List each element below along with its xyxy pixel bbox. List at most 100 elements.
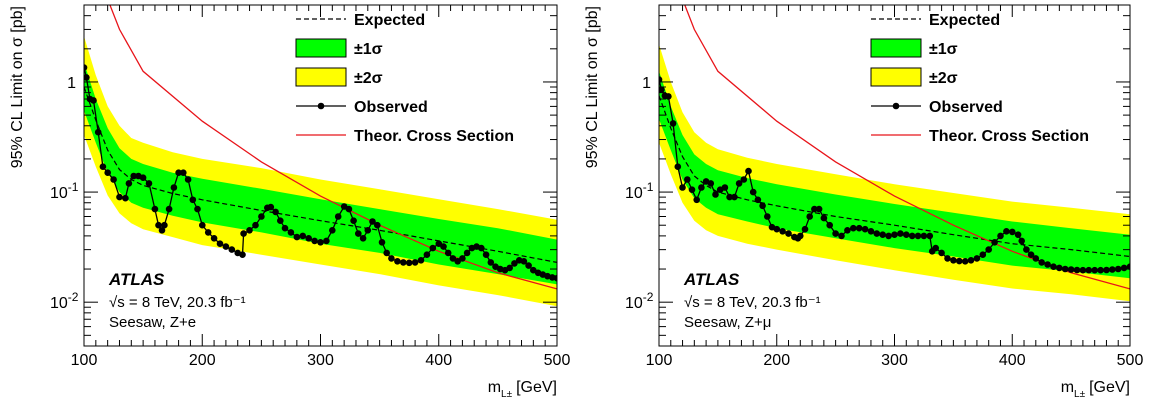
observed-point (867, 228, 875, 235)
observed-point (110, 176, 117, 183)
observed-point (908, 232, 916, 240)
observed-point (707, 180, 715, 187)
observed-point (740, 176, 748, 183)
observed-point (1023, 246, 1030, 253)
observed-point (417, 257, 425, 264)
observed-point (850, 224, 857, 232)
observed-point (252, 221, 259, 229)
x-axis-label: mL± [GeV] (488, 379, 557, 400)
observed-point (985, 246, 992, 253)
observed-point (170, 184, 178, 191)
observed-point (84, 74, 90, 81)
observed-point (844, 227, 851, 234)
observed-point (1126, 263, 1130, 270)
x-tick-label: 200 (189, 352, 216, 369)
atlas-label: ATLAS (108, 270, 165, 289)
observed-point (459, 255, 466, 262)
observed-point (189, 196, 197, 204)
energy-lumi-label: √s = 8 TeV, 20.3 fb⁻¹ (109, 294, 246, 311)
observed-point (158, 227, 166, 234)
x-axis-label: mL± [GeV] (1061, 379, 1130, 400)
observed-point (287, 229, 295, 236)
chart-panel-right: 100 200 300 400 500 10-2 10-1 1 95% CL Limit on … (584, 4, 1143, 400)
y-tick-label: 1 (642, 75, 651, 92)
observed-point (979, 251, 987, 258)
x-tick-label: 400 (425, 352, 452, 369)
observed-point (311, 237, 318, 245)
observed-point (222, 243, 230, 250)
observed-point (726, 193, 733, 201)
observed-point (305, 235, 313, 242)
observed-point (423, 251, 431, 258)
plot-area (84, 5, 557, 307)
legend: Expected ±1σ ±2σ Observed Theor. Cross Secti… (870, 12, 1089, 145)
observed-point (1038, 259, 1045, 266)
observed-point (785, 230, 792, 237)
x-tick-label: 400 (999, 352, 1026, 369)
observed-point (1009, 228, 1016, 236)
observed-point (116, 193, 123, 201)
observed-point (293, 233, 301, 241)
observed-point (378, 239, 386, 246)
legend-swatch (295, 38, 347, 58)
observed-point (944, 255, 951, 262)
observed-point (797, 232, 804, 240)
observed-point (973, 255, 981, 262)
legend-entry: Theor. Cross Section (871, 128, 1089, 145)
observed-point (754, 196, 762, 204)
observed-point (659, 86, 665, 93)
band-1sigma (659, 71, 1130, 279)
observed-point (405, 259, 413, 267)
observed-point (145, 180, 153, 187)
observed-point (444, 249, 452, 257)
observed-point (914, 232, 922, 240)
theory-line (109, 5, 557, 290)
legend-swatch (870, 38, 922, 58)
observed-point (440, 243, 447, 250)
observed-point (161, 221, 168, 229)
observed-point (84, 64, 88, 71)
chart-panel-left: 100 200 300 400 500 10-2 10-1 1 95% CL Limit on … (9, 4, 570, 400)
legend-label: Theor. Cross Section (929, 128, 1089, 145)
observed-point (463, 249, 471, 257)
observed-point (317, 239, 324, 246)
observed-point (1079, 266, 1087, 274)
observed-point (122, 194, 129, 202)
observed-point (394, 258, 401, 265)
observed-point (345, 205, 353, 213)
y-axis-label: 95% CL Limit on σ [pb] (584, 6, 601, 168)
observed-point (956, 257, 963, 265)
observed-point (359, 235, 367, 242)
observed-point (688, 186, 696, 193)
observed-point (400, 259, 407, 266)
observed-point (712, 191, 719, 198)
observed-point (731, 193, 738, 201)
observed-point (1027, 251, 1035, 258)
observed-point (1109, 266, 1116, 273)
observed-point (506, 264, 513, 272)
observed-point (216, 240, 224, 247)
observed-point (759, 202, 766, 210)
legend-label: ±1σ (929, 41, 958, 58)
observed-point (1103, 266, 1110, 274)
legend-label: Theor. Cross Section (354, 128, 514, 145)
y-tick-label: 10-1 (625, 180, 654, 202)
observed-point (991, 239, 998, 246)
band-1sigma (84, 62, 557, 285)
observed-point (369, 218, 376, 225)
observed-point (745, 167, 752, 175)
observed-point (210, 235, 218, 242)
observed-point (1073, 266, 1081, 274)
observed-point (855, 224, 863, 232)
observed-point (838, 232, 845, 240)
observed-point (693, 196, 700, 204)
observed-point (679, 184, 686, 191)
observed-point (1044, 261, 1051, 268)
x-tick-label: 100 (646, 352, 673, 369)
observed-point (938, 249, 945, 257)
legend-entry: Theor. Cross Section (296, 128, 514, 145)
observed-point (698, 184, 705, 191)
observed-point (151, 205, 159, 213)
observed-point (374, 221, 381, 229)
